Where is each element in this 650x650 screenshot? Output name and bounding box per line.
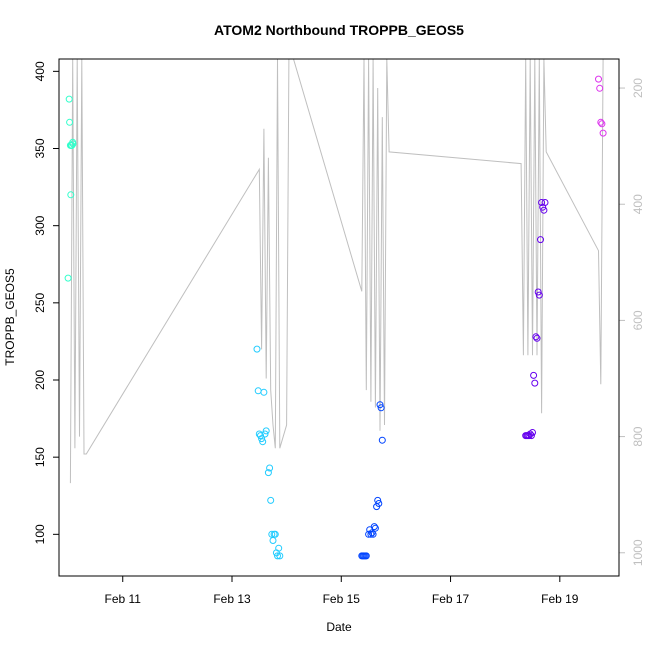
data-point bbox=[362, 552, 370, 560]
data-point bbox=[597, 118, 605, 126]
data-point bbox=[538, 199, 546, 206]
axes-layer: 100 150 200 250 300 350 400 Feb 11 Feb 13 Feb 15 F… bbox=[33, 61, 645, 606]
data-point bbox=[66, 118, 74, 126]
data-point bbox=[377, 404, 385, 412]
x-tick-label: Feb 13 bbox=[213, 592, 251, 606]
x-axis-label: Date bbox=[326, 620, 352, 634]
data-point bbox=[370, 523, 378, 531]
data-point bbox=[253, 345, 261, 353]
data-point bbox=[541, 199, 549, 206]
data-point bbox=[64, 274, 72, 282]
y-tick-label: 350 bbox=[33, 138, 47, 158]
data-point bbox=[527, 432, 535, 440]
data-point bbox=[267, 496, 275, 504]
data-point bbox=[595, 75, 602, 83]
y-tick-label: 150 bbox=[33, 447, 47, 467]
data-point bbox=[529, 429, 536, 436]
data-point bbox=[67, 191, 75, 199]
right-tick-label: 600 bbox=[631, 310, 645, 330]
data-point bbox=[271, 530, 279, 538]
data-point bbox=[269, 537, 277, 544]
data-point bbox=[69, 140, 77, 148]
right-tick-label: 400 bbox=[631, 194, 645, 214]
right-tick-label: 200 bbox=[631, 78, 645, 98]
data-point bbox=[599, 129, 607, 137]
data-point bbox=[598, 120, 606, 128]
data-point bbox=[274, 552, 281, 560]
data-point bbox=[532, 333, 540, 341]
y-tick-label: 400 bbox=[33, 61, 47, 81]
right-tick-label: 1000 bbox=[631, 539, 645, 566]
data-point bbox=[262, 427, 270, 435]
x-tick-label: Feb 11 bbox=[105, 592, 142, 606]
data-point bbox=[369, 530, 377, 538]
data-point bbox=[367, 530, 375, 538]
data-point bbox=[65, 95, 73, 103]
y-tick-label: 300 bbox=[33, 215, 47, 235]
data-point bbox=[596, 84, 604, 92]
data-point bbox=[535, 291, 543, 299]
data-point bbox=[371, 524, 379, 532]
x-tick-label: Feb 19 bbox=[541, 592, 579, 606]
y-axis-label: TROPPB_GEOS5 bbox=[3, 268, 17, 366]
y-tick-label: 100 bbox=[33, 524, 47, 544]
data-point bbox=[266, 464, 274, 472]
data-point bbox=[259, 438, 267, 446]
data-point bbox=[374, 496, 382, 504]
data-point bbox=[534, 288, 542, 296]
data-point bbox=[68, 141, 76, 149]
data-point bbox=[254, 387, 262, 395]
data-point bbox=[260, 388, 268, 396]
altitude-trace-layer bbox=[69, 58, 604, 484]
data-point bbox=[275, 544, 283, 552]
data-point bbox=[533, 334, 541, 342]
data-point bbox=[376, 401, 384, 409]
x-tick-label: Feb 15 bbox=[323, 592, 361, 606]
altitude-trace-line bbox=[69, 58, 604, 484]
data-point bbox=[530, 371, 538, 379]
right-tick-label: 800 bbox=[631, 426, 645, 446]
plot-frame bbox=[58, 58, 620, 577]
data-point bbox=[365, 530, 373, 538]
data-point bbox=[261, 430, 269, 438]
data-point bbox=[540, 206, 548, 214]
data-point bbox=[537, 236, 544, 244]
data-point bbox=[276, 552, 284, 560]
data-point bbox=[375, 500, 383, 507]
data-points-layer bbox=[64, 75, 607, 560]
data-point bbox=[531, 379, 539, 387]
data-point bbox=[378, 436, 386, 444]
data-point bbox=[368, 529, 376, 537]
y-tick-label: 200 bbox=[33, 370, 47, 390]
data-point bbox=[257, 432, 264, 440]
x-tick-label: Feb 17 bbox=[432, 592, 470, 606]
chart-title: ATOM2 Northbound TROPPB_GEOS5 bbox=[214, 22, 464, 38]
y-tick-label: 250 bbox=[33, 293, 47, 313]
data-point bbox=[258, 435, 266, 443]
data-point bbox=[264, 469, 272, 477]
